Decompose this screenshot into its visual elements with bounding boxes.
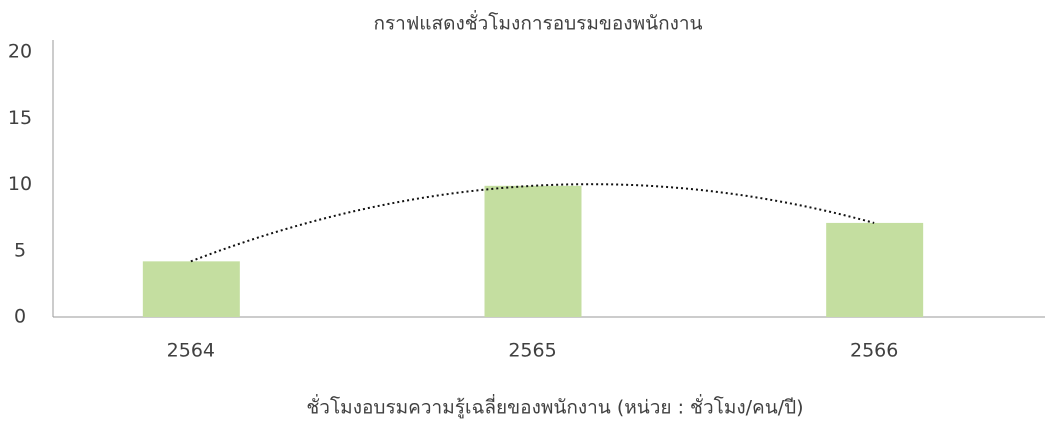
x-tick-label: 2565 [508,340,556,362]
x-axis-label: ชั่วโมงอบรมความรู้เฉลี่ยของพนักงาน (หน่ว… [306,394,803,419]
trendline [190,183,875,263]
bar [142,261,240,317]
y-tick-label: 0 [14,306,26,328]
chart-title: กราฟแสดงชั่วโมงการอบรมของพนักงาน [373,10,702,35]
bar [826,222,924,317]
x-tick-label: 2566 [850,340,898,362]
y-tick-label: 5 [14,239,26,261]
y-tick-label: 20 [8,41,32,63]
y-tick-label: 10 [8,173,32,195]
x-tick-label: 2564 [167,340,215,362]
bar [484,185,582,317]
y-tick-label: 15 [8,107,32,129]
